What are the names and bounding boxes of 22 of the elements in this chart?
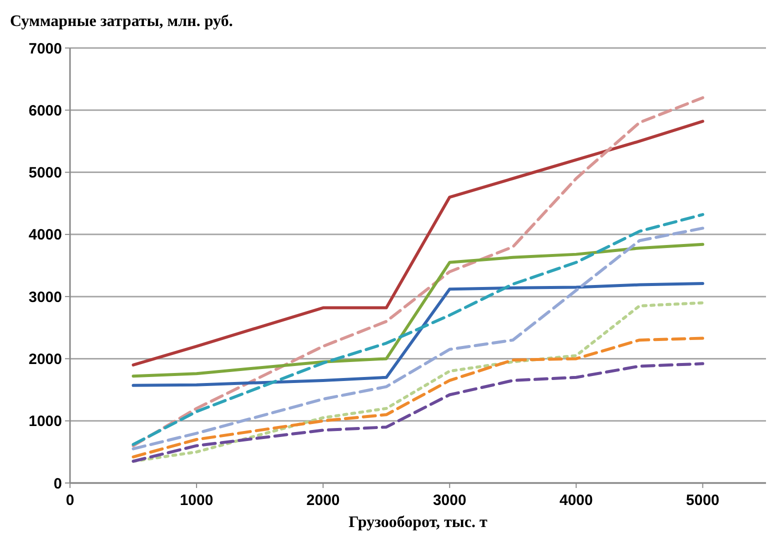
line-series (132, 242, 704, 378)
y-tick-label: 2000 (28, 350, 62, 368)
line-series (132, 282, 704, 387)
line-series (132, 96, 704, 448)
line-series (132, 362, 704, 463)
y-tick-label: 3000 (28, 288, 62, 306)
y-tick-label: 1000 (28, 413, 62, 430)
y-tick-label: 5000 (28, 164, 62, 182)
y-tick-label: 6000 (28, 102, 62, 120)
line-series (132, 120, 704, 366)
x-tick-label: 4000 (559, 492, 593, 509)
y-tick-label: 4000 (28, 226, 62, 244)
x-tick-label: 2000 (306, 492, 340, 509)
chart-title: Суммарные затраты, млн. руб. (10, 13, 233, 30)
x-axis-title: Грузооборот, тыс. т (348, 514, 488, 531)
x-tick-label: 3000 (432, 492, 466, 509)
y-tick-label: 7000 (28, 40, 62, 58)
x-tick-label: 5000 (686, 492, 720, 509)
x-tick-label: 1000 (180, 492, 214, 509)
line-series (132, 336, 704, 458)
x-tick-label: 0 (66, 492, 74, 509)
y-tick-label: 0 (54, 475, 62, 492)
